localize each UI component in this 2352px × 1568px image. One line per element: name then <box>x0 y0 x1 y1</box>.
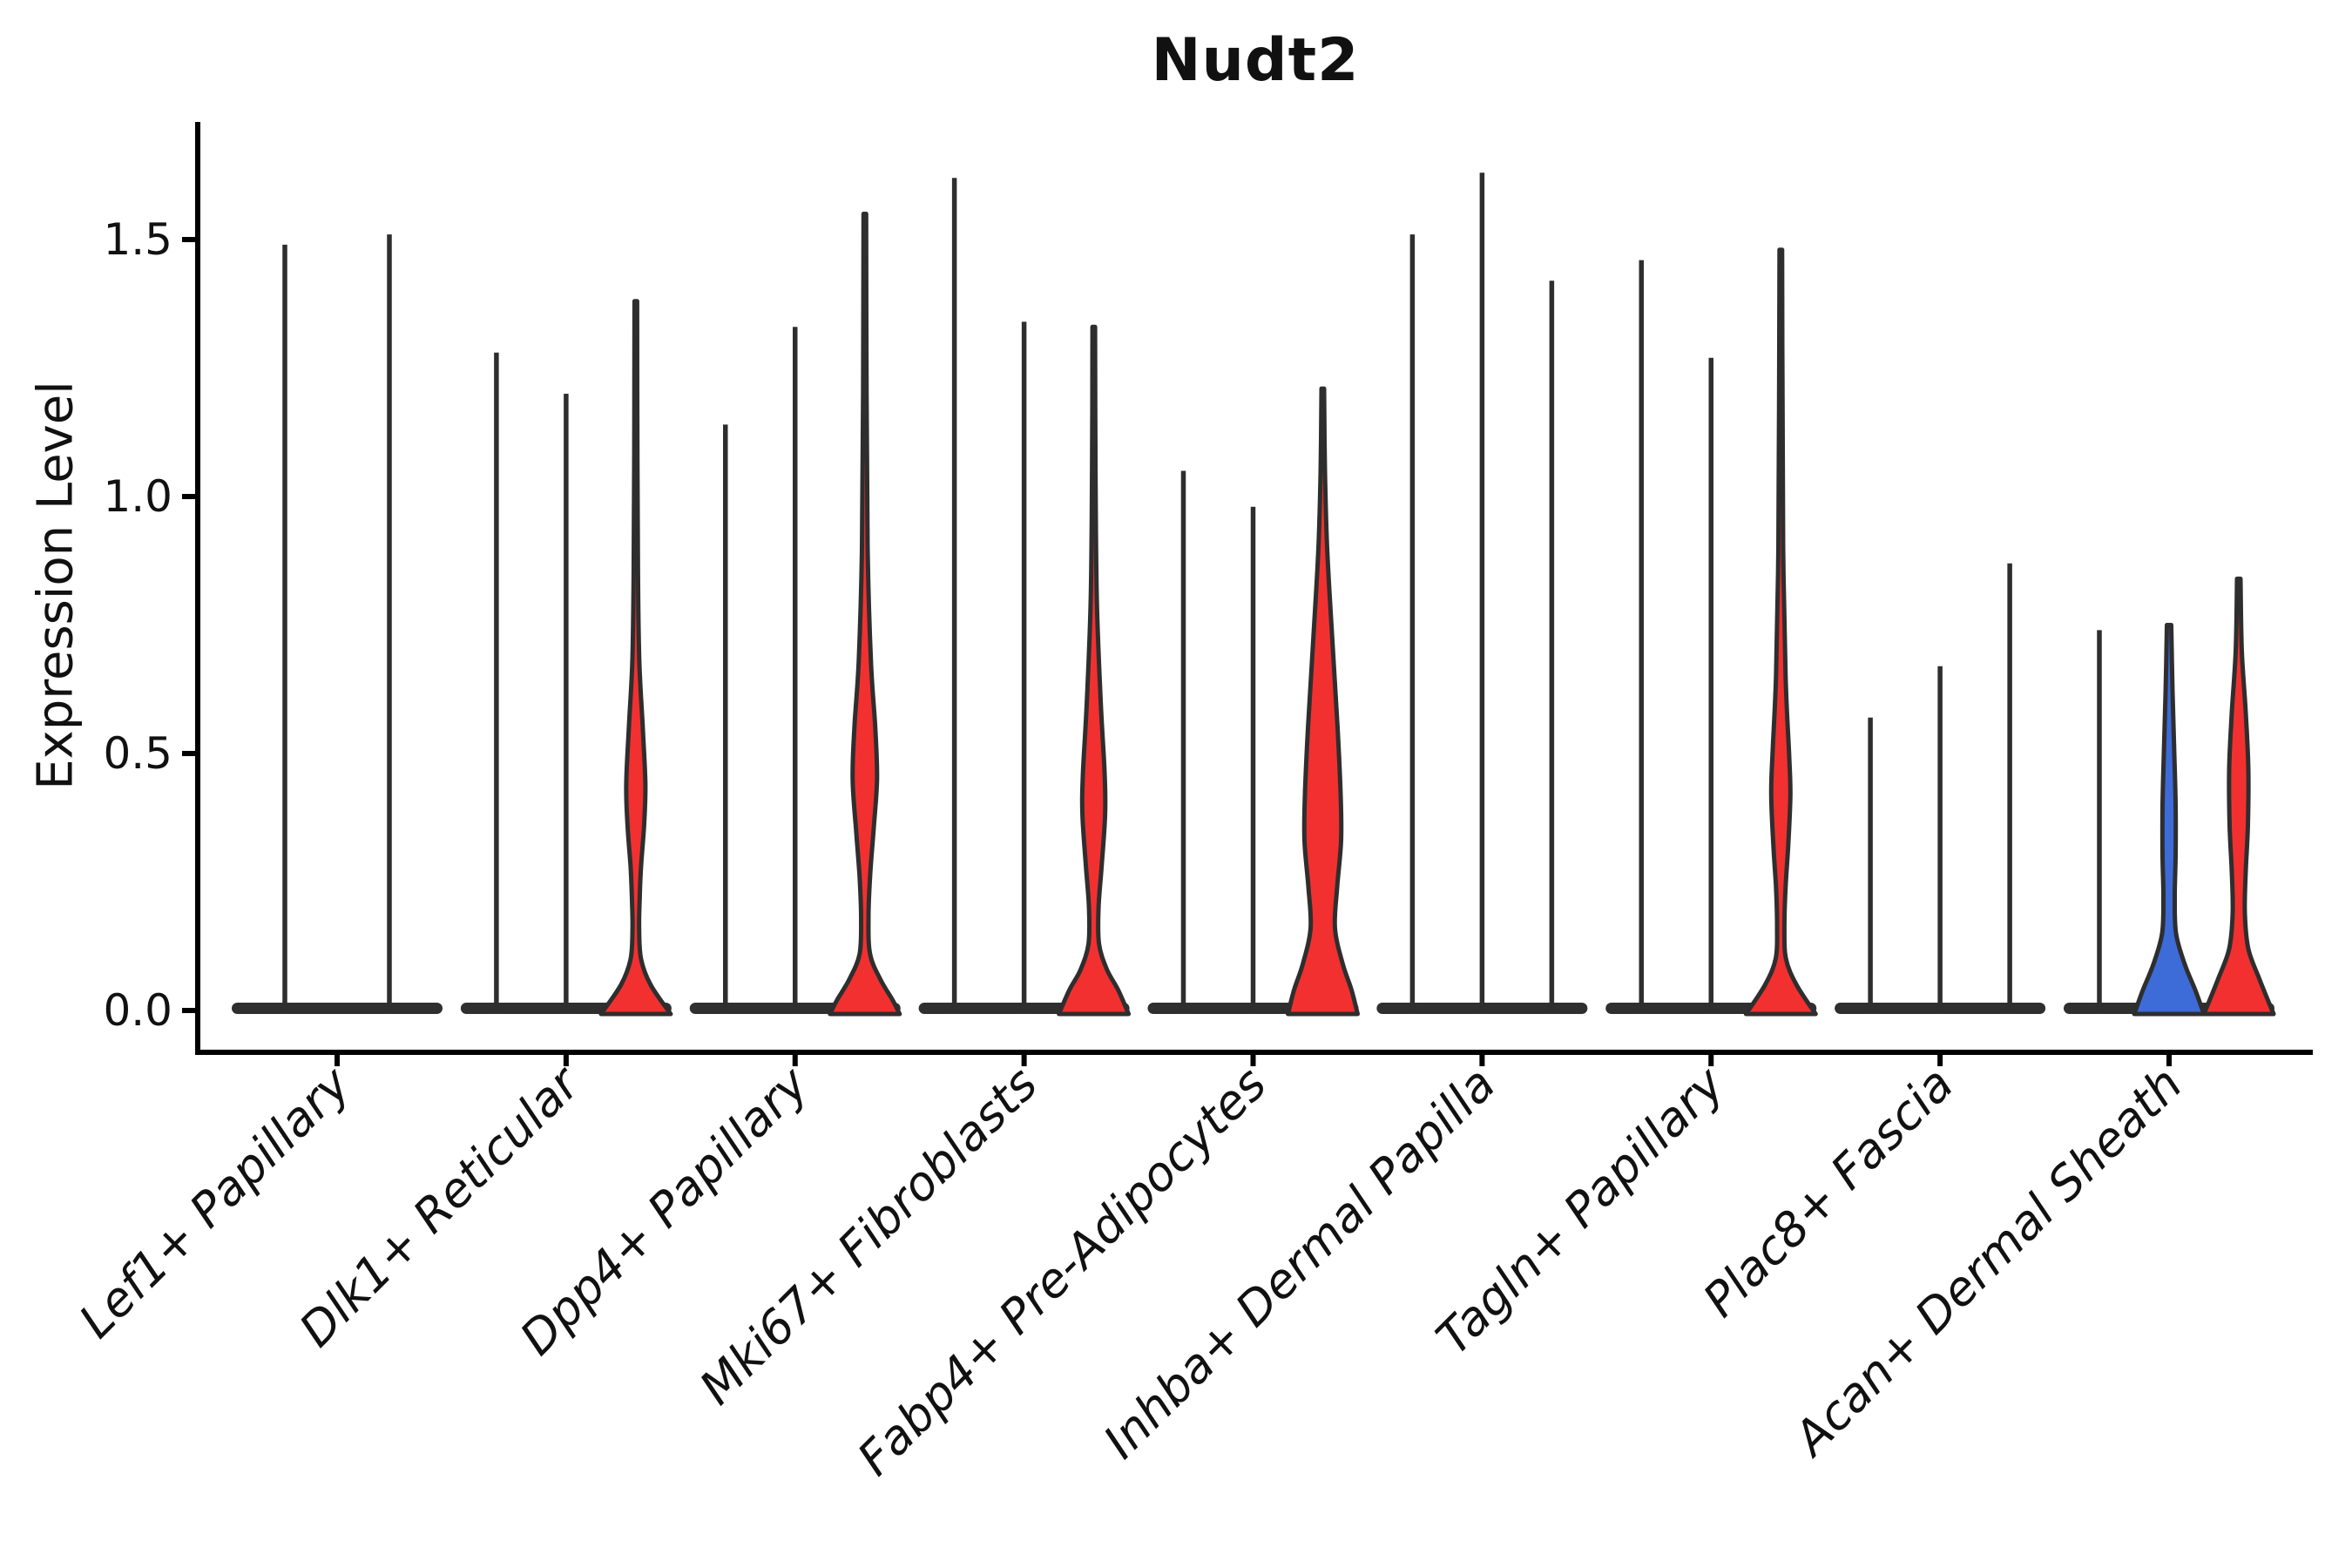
x-tick-label-8: Acan+ Dermal Sheath <box>1781 1057 2193 1468</box>
y-tick-label-0: 0.0 <box>103 985 172 1036</box>
violin-2-2-red <box>828 212 902 1017</box>
violin-4-2-red <box>1286 386 1360 1017</box>
y-tick-label-1: 0.5 <box>103 728 172 779</box>
y-tick-label-3: 1.5 <box>103 214 172 265</box>
violin-8-2-red <box>2201 576 2276 1017</box>
x-tick-label-5: Inhba+ Dermal Papilla <box>1093 1057 1506 1470</box>
violin-6-2-red <box>1743 247 1818 1017</box>
violin-1-2-red <box>598 299 673 1017</box>
x-tick-label-4: Fabp4+ Pre-Adipocytes <box>847 1057 1276 1486</box>
violin-8-1-blue <box>2132 623 2207 1017</box>
violin-base-band-0 <box>232 1003 443 1014</box>
y-tick-label-2: 1.0 <box>103 471 172 522</box>
chart-title: Nudt2 <box>1151 26 1360 95</box>
violin-3-2-red <box>1057 324 1132 1017</box>
